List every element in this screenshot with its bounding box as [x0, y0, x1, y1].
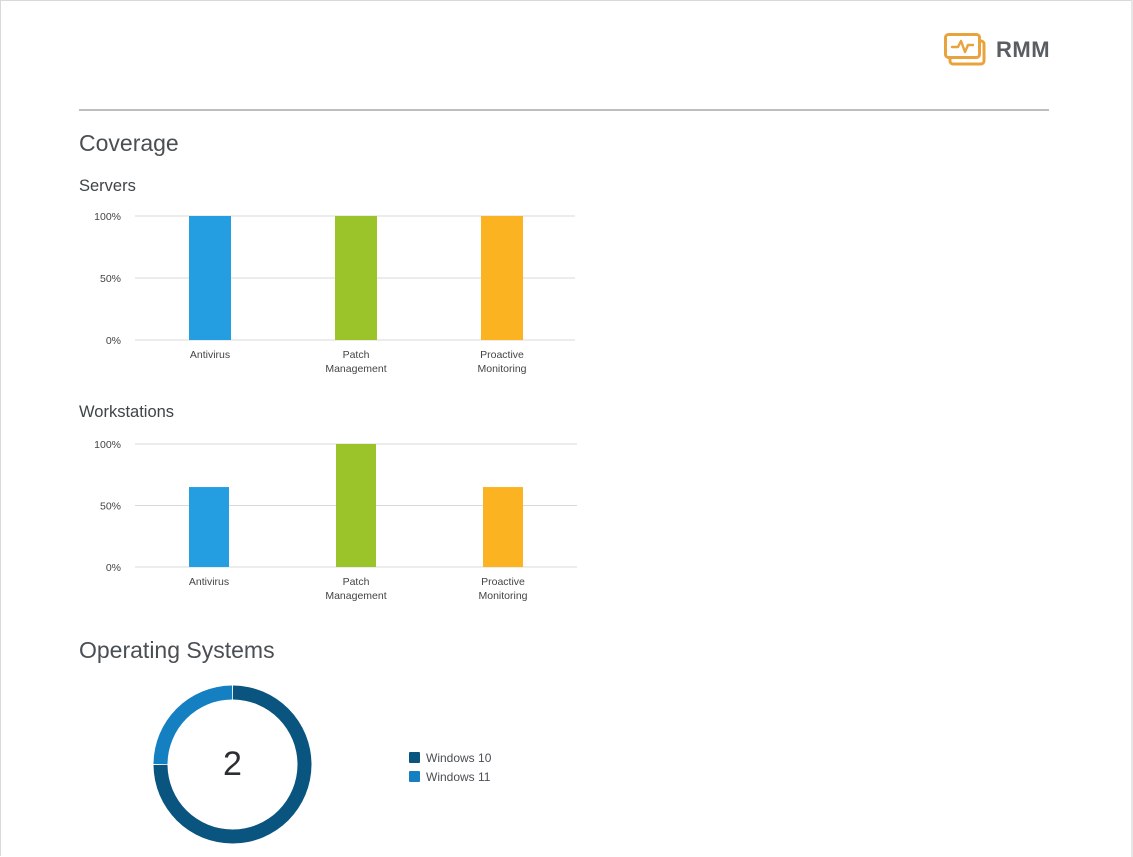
y-tick-label: 100%: [94, 439, 121, 451]
x-tick-label: Patch: [343, 576, 370, 588]
scrollbar-track[interactable]: [1131, 0, 1133, 857]
servers-title: Servers: [79, 177, 136, 195]
y-tick-label: 0%: [106, 335, 121, 347]
y-tick-label: 100%: [94, 211, 121, 223]
donut-center-value: 2: [223, 745, 242, 783]
os-title: Operating Systems: [79, 637, 275, 663]
os-legend: Windows 10 Windows 11: [409, 748, 491, 786]
y-tick-label: 50%: [100, 273, 121, 285]
x-tick-label: Monitoring: [477, 363, 526, 375]
coverage-title: Coverage: [79, 130, 179, 156]
brand-logo: RMM: [944, 33, 1050, 67]
brand-name: RMM: [996, 37, 1051, 62]
legend-item-windows-11[interactable]: Windows 11: [409, 767, 491, 786]
bar-0: [189, 487, 229, 567]
y-tick-label: 50%: [100, 501, 121, 513]
x-tick-label: Management: [325, 363, 386, 375]
legend-item-windows-10[interactable]: Windows 10: [409, 748, 491, 767]
bar-1: [336, 444, 376, 567]
x-tick-label: Management: [325, 590, 386, 602]
y-tick-label: 0%: [106, 562, 121, 574]
os-donut-chart: [153, 685, 312, 844]
legend-label: Windows 10: [426, 750, 492, 765]
bar-0: [189, 216, 231, 340]
donut-slice-windows-11: [153, 685, 233, 765]
x-tick-label: Proactive: [480, 349, 524, 361]
legend-swatch: [409, 771, 420, 782]
monitor-pulse-icon: [944, 33, 986, 66]
header-divider: [79, 109, 1049, 111]
servers-coverage-chart: 0% 50% 100% Antivirus Patch Management Proacti…: [94, 211, 575, 375]
bar-1: [335, 216, 377, 340]
x-tick-label: Proactive: [481, 576, 525, 588]
bar-2: [481, 216, 523, 340]
x-tick-label: Patch: [343, 349, 370, 361]
x-tick-label: Antivirus: [189, 576, 229, 588]
workstations-title: Workstations: [79, 403, 175, 421]
legend-label: Windows 11: [426, 769, 491, 784]
x-tick-label: Antivirus: [190, 349, 230, 361]
workstations-coverage-chart: 0% 50% 100% Antivirus Patch Management Proacti…: [94, 439, 577, 602]
legend-swatch: [409, 752, 420, 763]
x-tick-label: Monitoring: [478, 590, 527, 602]
bar-2: [483, 487, 523, 567]
